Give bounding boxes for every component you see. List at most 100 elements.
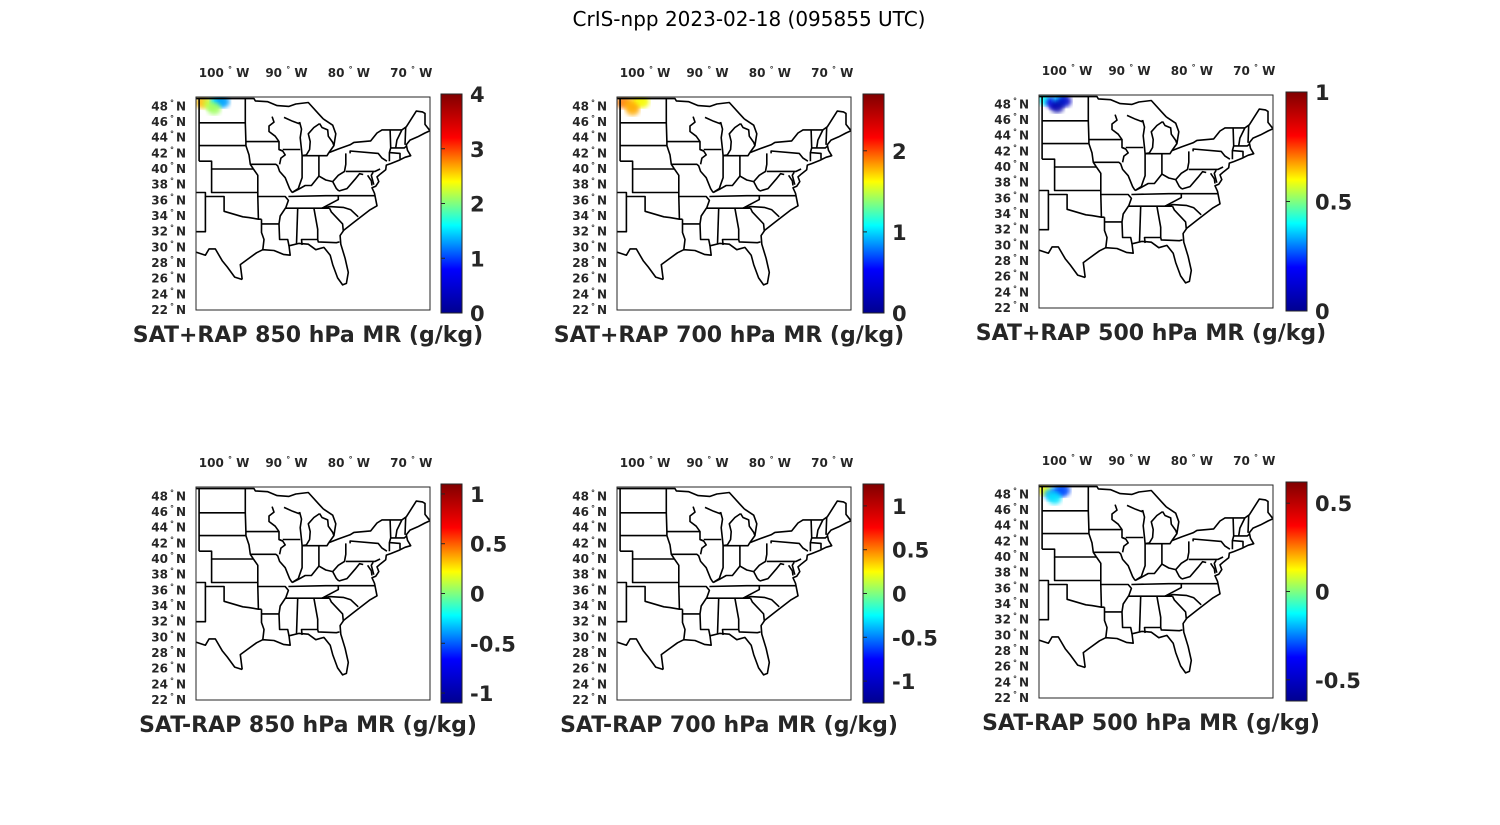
border-line [617, 97, 745, 120]
border-line [1126, 504, 1144, 513]
lon-tick-label: 100 ° W [199, 455, 250, 470]
border-line [825, 127, 828, 145]
lat-tick-label: 48 ° N [994, 486, 1029, 501]
border-line [1087, 486, 1090, 534]
lat-tick-label: 24 ° N [572, 676, 607, 691]
border-line [617, 191, 683, 220]
border-line [1181, 560, 1207, 580]
lat-tick-label: 24 ° N [572, 286, 607, 301]
lon-tick-label: 100 ° W [620, 65, 671, 80]
border-line [689, 506, 705, 542]
border-line [291, 175, 340, 194]
data-point [635, 97, 650, 108]
border-line [712, 175, 761, 194]
colorbar-tick-label: -0.5 [892, 626, 938, 650]
border-line [321, 195, 340, 209]
border-line [1159, 237, 1183, 242]
border-line [1141, 119, 1164, 155]
map-panel-2: 100 ° W 90 ° W 80 ° W 70 ° W 48 ° N46 ° N44 ° N42 °… [554, 65, 907, 348]
border-line [716, 598, 720, 635]
border-line [1237, 517, 1246, 537]
border-line [811, 535, 828, 539]
colorbar-tick-label: 1 [892, 221, 907, 245]
colorbar-tick-label: 0 [470, 583, 485, 607]
lon-tick-label: 100 ° W [199, 65, 250, 80]
border-line [1138, 596, 1142, 633]
colorbar-tick-label: 0.5 [470, 533, 507, 557]
border-line [742, 205, 780, 218]
lat-tick-label: 34 ° N [151, 598, 186, 613]
lon-tick-label: 70 ° W [390, 65, 432, 80]
border-line [328, 110, 430, 154]
data-point [1047, 492, 1062, 505]
border-line [1159, 627, 1183, 632]
lat-tick-label: 30 ° N [994, 237, 1029, 252]
lat-tick-label: 26 ° N [994, 659, 1029, 674]
border-line [244, 488, 247, 536]
border-line [245, 145, 255, 170]
lat-tick-label: 30 ° N [151, 629, 186, 644]
border-line [1042, 158, 1097, 168]
border-line [1039, 579, 1105, 608]
border-line [288, 194, 375, 198]
border-line [1213, 559, 1218, 573]
border-line [1088, 143, 1098, 168]
lon-tick-label: 90 ° W [265, 65, 307, 80]
map-frame [1038, 484, 1274, 699]
border-line [1175, 541, 1190, 571]
border-line [199, 550, 254, 560]
border-line [278, 148, 286, 165]
lat-tick-label: 32 ° N [572, 224, 607, 239]
border-line [349, 150, 388, 162]
lat-tick-label: 44 ° N [151, 130, 186, 145]
border-line [1095, 166, 1102, 195]
border-line [322, 508, 337, 544]
border-line [723, 152, 751, 157]
colorbar-tick-label: -1 [470, 682, 493, 706]
lat-tick-label: 24 ° N [994, 674, 1029, 689]
map-panel-4: 100 ° W 90 ° W 80 ° W 70 ° W 48 ° N46 ° N44 ° N42 °… [139, 455, 516, 738]
border-line [753, 153, 768, 183]
border-line [749, 110, 851, 154]
state-borders [196, 487, 430, 676]
border-line [1053, 167, 1101, 192]
border-line [1188, 556, 1224, 561]
border-line [1095, 556, 1102, 585]
border-line [791, 171, 796, 185]
lon-tick-label: 70 ° W [811, 65, 853, 80]
border-line [283, 116, 301, 125]
border-line [1039, 189, 1105, 218]
border-line [366, 564, 373, 576]
lon-tick-label: 70 ° W [811, 455, 853, 470]
lat-tick-label: 22 ° N [994, 300, 1029, 315]
border-line [295, 208, 299, 245]
lat-tick-label: 34 ° N [572, 598, 607, 613]
lat-tick-label: 40 ° N [572, 551, 607, 566]
colorbar-tick-label: 3 [470, 138, 485, 162]
map-panel-6: 100 ° W 90 ° W 80 ° W 70 ° W 48 ° N46 ° N44 ° N42 °… [982, 453, 1361, 736]
colorbar-tick-label: 0 [892, 302, 907, 326]
border-line [196, 191, 262, 220]
border-line [1100, 193, 1133, 244]
data-point [1050, 100, 1065, 113]
border-line [791, 561, 796, 575]
panel-title: SAT-RAP 500 hPa MR (g/kg) [982, 711, 1320, 736]
border-line [328, 597, 345, 621]
lat-tick-label: 44 ° N [994, 518, 1029, 533]
lon-tick-label: 90 ° W [686, 65, 728, 80]
border-line [673, 168, 680, 197]
lat-tick-label: 28 ° N [994, 253, 1029, 268]
border-line [719, 121, 742, 157]
map-panel-5: 100 ° W 90 ° W 80 ° W 70 ° W 48 ° N46 ° N44 ° N42 °… [560, 455, 938, 738]
border-line [617, 581, 683, 610]
border-line [1164, 583, 1183, 597]
lat-tick-label: 30 ° N [994, 627, 1029, 642]
lon-tick-label: 100 ° W [1042, 453, 1093, 468]
border-line [1087, 96, 1090, 144]
lat-tick-label: 48 ° N [994, 96, 1029, 111]
map-background [196, 97, 430, 310]
border-line [1164, 203, 1202, 216]
lat-tick-label: 42 ° N [572, 535, 607, 550]
border-line [257, 196, 260, 220]
